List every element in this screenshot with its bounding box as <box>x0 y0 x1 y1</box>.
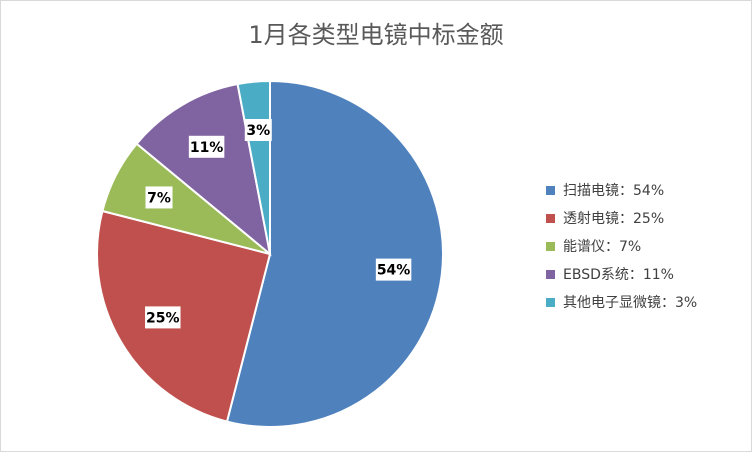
data-label-1: 25% <box>146 310 180 326</box>
data-label-box-1 <box>145 306 181 329</box>
pie-slice-3 <box>135 82 272 257</box>
chart-title: 1月各类型电镜中标金额 <box>248 21 504 49</box>
legend-label-2: 能谱仪：7% <box>563 239 642 255</box>
data-label-box-2 <box>145 186 173 209</box>
legend-item-2: 能谱仪：7% <box>546 233 697 261</box>
legend-label-1: 透射电镜：25% <box>563 211 665 227</box>
data-label-box-0 <box>375 258 412 281</box>
legend-swatch-2 <box>546 241 555 251</box>
legend-item-3: EBSD系统：11% <box>546 261 697 289</box>
legend-swatch-0 <box>546 185 555 195</box>
legend-item-4: 其他电子显微镜：3% <box>546 289 697 317</box>
legend-swatch-4 <box>546 297 555 307</box>
legend-item-1: 透射电镜：25% <box>546 205 697 233</box>
legend-swatch-3 <box>546 269 555 279</box>
data-label-3: 11% <box>190 140 224 156</box>
legend-label-3: EBSD系统：11% <box>563 267 674 283</box>
legend-label-0: 扫描电镜：54% <box>563 183 665 199</box>
legend: 扫描电镜：54% 透射电镜：25% 能谱仪：7% EBSD系统：11% 其他电子显微镜：… <box>546 177 697 317</box>
data-label-box-4 <box>244 118 272 141</box>
pie-slice-0 <box>225 79 444 428</box>
data-label-2: 7% <box>147 190 171 206</box>
data-label-box-3 <box>188 135 225 158</box>
data-label-4: 3% <box>246 123 270 139</box>
legend-label-4: 其他电子显微镜：3% <box>563 295 698 311</box>
pie-slice-1 <box>96 209 272 423</box>
data-label-0: 54% <box>377 263 411 279</box>
legend-swatch-1 <box>546 213 555 223</box>
legend-item-0: 扫描电镜：54% <box>546 177 697 205</box>
